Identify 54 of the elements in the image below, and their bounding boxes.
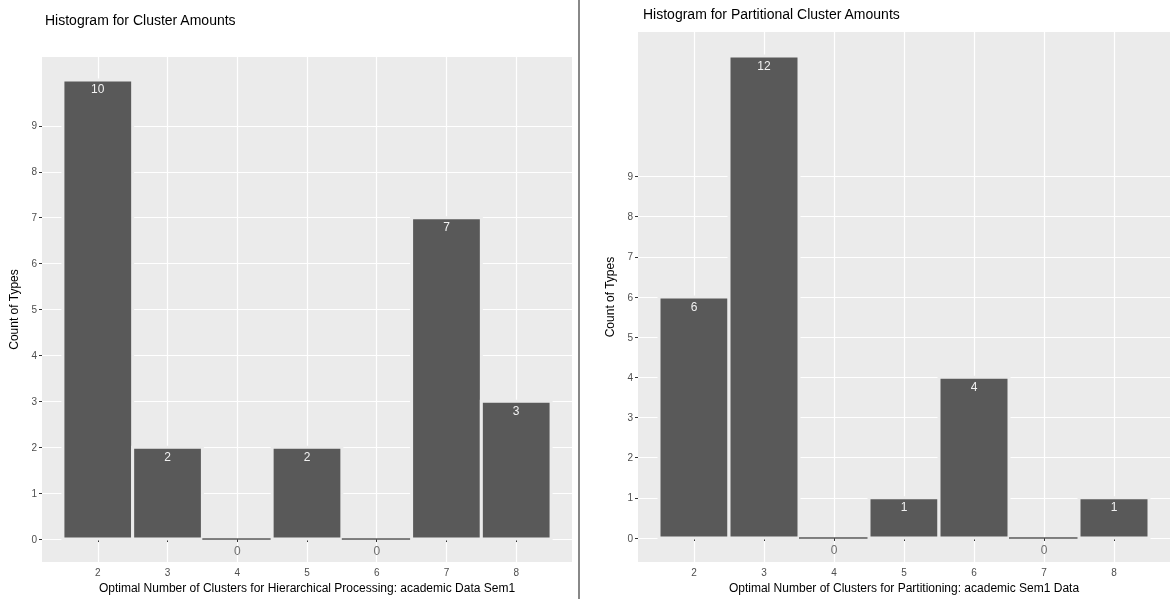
y-tick-label: 4 <box>627 371 634 383</box>
data-label: 2 <box>164 449 172 464</box>
x-tick-label: 8 <box>513 566 520 578</box>
data-label: 2 <box>303 449 311 464</box>
y-tick-label: 3 <box>31 395 38 407</box>
data-label: 7 <box>443 220 451 235</box>
x-axis-title: Optimal Number of Clusters for Partitioning: academic Sem1 Data <box>728 581 1080 595</box>
y-tick-label: 5 <box>627 331 634 343</box>
y-tick-label: 9 <box>31 120 38 132</box>
x-tick-label: 4 <box>831 566 838 578</box>
x-tick-label: 7 <box>443 566 450 578</box>
data-label: 10 <box>91 82 105 97</box>
x-tick-label: 7 <box>1041 566 1048 578</box>
x-tick-label: 3 <box>761 566 768 578</box>
data-label: 3 <box>512 403 520 418</box>
data-label: 0 <box>233 543 241 558</box>
data-label: 0 <box>373 543 381 558</box>
x-tick-label: 2 <box>95 566 102 578</box>
y-axis-title: Count of Types <box>603 256 617 338</box>
data-label: 0 <box>1040 542 1048 557</box>
y-tick-label: 9 <box>627 171 634 183</box>
y-tick-label: 2 <box>31 441 38 453</box>
y-tick-label: 2 <box>627 452 634 464</box>
data-label: 4 <box>970 379 978 394</box>
x-tick-label: 8 <box>1111 566 1118 578</box>
data-label: 1 <box>1110 500 1118 515</box>
y-tick-label: 1 <box>31 487 38 499</box>
x-tick-label: 2 <box>691 566 698 578</box>
y-tick-label: 6 <box>627 291 634 303</box>
x-tick-label: 3 <box>164 566 171 578</box>
y-tick-label: 0 <box>627 532 634 544</box>
y-tick-label: 3 <box>627 412 634 424</box>
x-tick-label: 6 <box>971 566 978 578</box>
y-axis-title: Count of Types <box>7 269 21 350</box>
data-label: 6 <box>690 299 698 314</box>
data-label: 12 <box>757 58 771 73</box>
chart-title: Histogram for Cluster Amounts <box>45 12 236 28</box>
x-tick-label: 6 <box>373 566 380 578</box>
x-tick-label: 4 <box>234 566 241 578</box>
y-tick-label: 8 <box>31 166 38 178</box>
y-tick-label: 1 <box>627 492 634 504</box>
chart-title: Histogram for Partitional Cluster Amounts <box>643 6 900 22</box>
y-tick-label: 6 <box>31 258 38 270</box>
x-tick-label: 5 <box>304 566 311 578</box>
y-tick-label: 7 <box>31 212 38 224</box>
y-tick-label: 8 <box>627 211 634 223</box>
x-tick-label: 5 <box>901 566 908 578</box>
x-axis-title: Optimal Number of Clusters for Hierarchical Processing: academic Data Sem1 <box>98 580 516 595</box>
y-tick-label: 4 <box>31 349 38 361</box>
y-tick-label: 7 <box>627 251 634 263</box>
y-tick-label: 0 <box>31 533 38 545</box>
data-label: 0 <box>830 542 838 557</box>
data-label: 1 <box>900 500 908 515</box>
y-tick-label: 5 <box>31 304 38 315</box>
